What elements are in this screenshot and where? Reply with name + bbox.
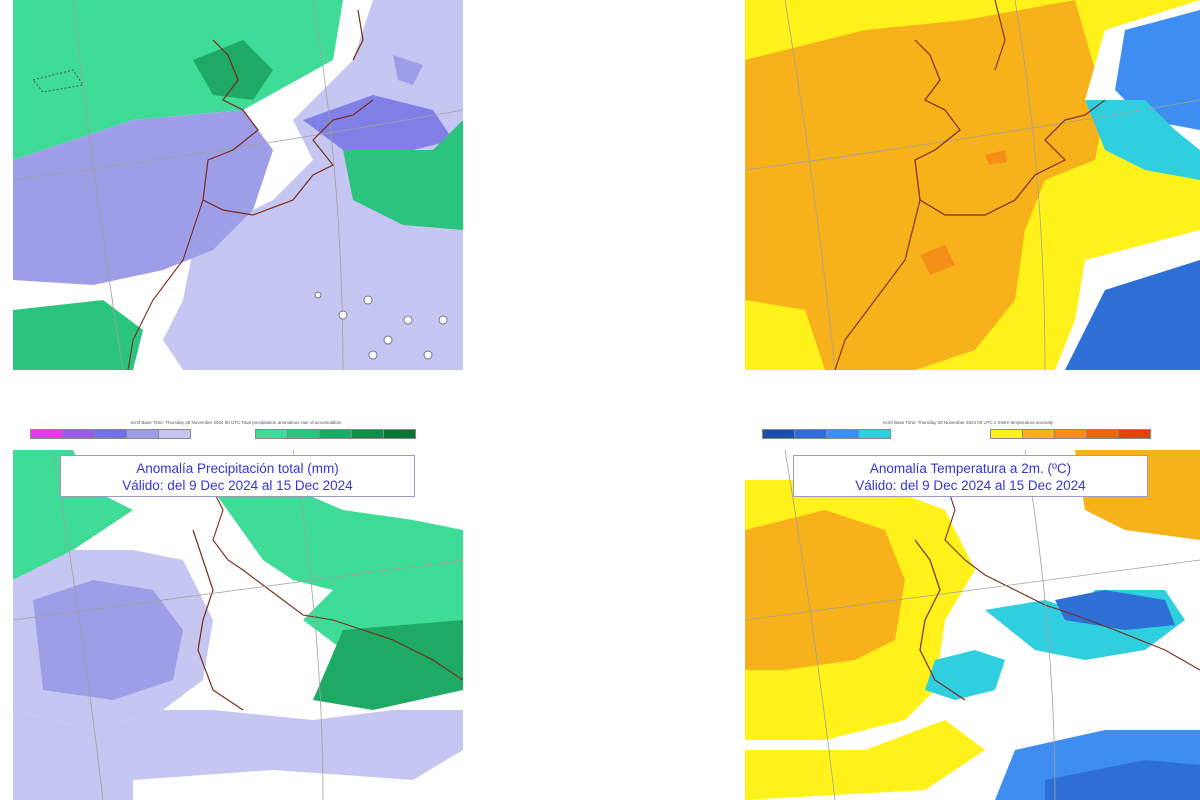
temp-cold-swatch [762, 429, 795, 439]
precip-wet-swatch [351, 429, 384, 439]
temp-colorbar-swatches [762, 429, 1151, 439]
temp-colorbar: ecmf Base Time: Thursday 28 November 202… [762, 420, 1174, 446]
temp-warm-swatch [1022, 429, 1055, 439]
precip-dry-swatch [158, 429, 191, 439]
temp-colorbar-header: ecmf Base Time: Thursday 28 November 202… [883, 420, 1053, 425]
precip-wet-swatch [255, 429, 288, 439]
precip-colorbar: ecmf Base Time: Thursday 28 November 202… [30, 420, 442, 446]
precip-dry-swatch [126, 429, 159, 439]
coastline-icon [202, 9, 374, 216]
precip-title-box: Anomalía Precipitación total (mm) Válido… [60, 455, 415, 497]
precip-dry-swatch [94, 429, 127, 439]
precip-colorbar-header: ecmf Base Time: Thursday 28 November 202… [130, 420, 342, 425]
precip-wet-swatch [319, 429, 352, 439]
precip-validity: Válido: del 9 Dec 2024 al 15 Dec 2024 [122, 478, 353, 493]
precip-dry-swatch [30, 429, 63, 439]
temp-warm-swatch [990, 429, 1023, 439]
precip-wet-swatch [287, 429, 320, 439]
precip-wet-swatch [383, 429, 416, 439]
map-temp-week1 [745, 0, 1200, 370]
temp-cold-swatch [826, 429, 859, 439]
temp-cold-swatch [858, 429, 891, 439]
temp-warm-swatch [1086, 429, 1119, 439]
map-temp-week2 [745, 450, 1200, 800]
map-precip-week1 [13, 0, 463, 370]
precip-title: Anomalía Precipitación total (mm) [136, 461, 339, 476]
temp-warm-swatch [1118, 429, 1151, 439]
temp-week2-map-svg [745, 450, 1200, 800]
temp-cold-swatch [794, 429, 827, 439]
precip-week2-map-svg [13, 450, 463, 800]
temp-title-box: Anomalía Temperatura a 2m. (ºC) Válido: … [793, 455, 1148, 497]
precip-week1-map-svg [13, 0, 463, 370]
temp-validity: Válido: del 9 Dec 2024 al 15 Dec 2024 [855, 478, 1086, 493]
precip-colorbar-swatches [30, 429, 416, 439]
map-precip-week2 [13, 450, 463, 800]
precip-dry-swatch [62, 429, 95, 439]
temp-warm-swatch [1054, 429, 1087, 439]
temp-title: Anomalía Temperatura a 2m. (ºC) [869, 461, 1072, 476]
temp-week1-map-svg [745, 0, 1200, 370]
